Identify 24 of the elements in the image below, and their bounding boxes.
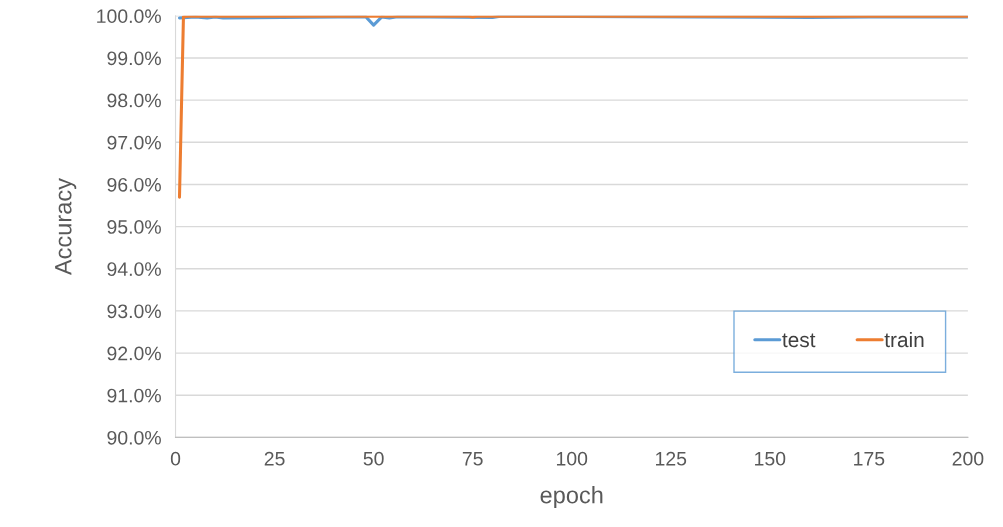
x-tick-label: 100	[556, 451, 588, 466]
y-tick-label: 92.0%	[107, 346, 161, 361]
x-tick-label: 50	[363, 451, 384, 466]
y-tick-label: 90.0%	[107, 430, 161, 445]
y-tick-label: 100.0%	[97, 9, 161, 24]
x-tick-label: 175	[854, 452, 885, 466]
y-tick-label: 97.0%	[107, 135, 161, 150]
legend-label: train	[884, 331, 924, 348]
y-tick-label: 95.0%	[107, 220, 161, 234]
y-tick-label: 96.0%	[107, 177, 161, 192]
y-tick-label: 99.0%	[107, 51, 161, 66]
legend-label: test	[782, 333, 816, 348]
x-tick-label: 25	[264, 451, 285, 466]
x-axis-title: epoch	[540, 486, 603, 509]
x-tick-label: 200	[952, 451, 984, 466]
y-axis-title: Accuracy	[55, 178, 77, 276]
y-tick-label: 98.0%	[107, 93, 161, 108]
y-tick-label: 94.0%	[107, 262, 161, 277]
x-tick-label: 0	[170, 451, 181, 466]
x-tick-label: 75	[462, 452, 483, 466]
y-tick-label: 91.0%	[107, 388, 161, 403]
y-tick-label: 93.0%	[107, 304, 161, 319]
x-tick-label: 150	[755, 451, 786, 466]
x-tick-label: 125	[656, 451, 687, 466]
